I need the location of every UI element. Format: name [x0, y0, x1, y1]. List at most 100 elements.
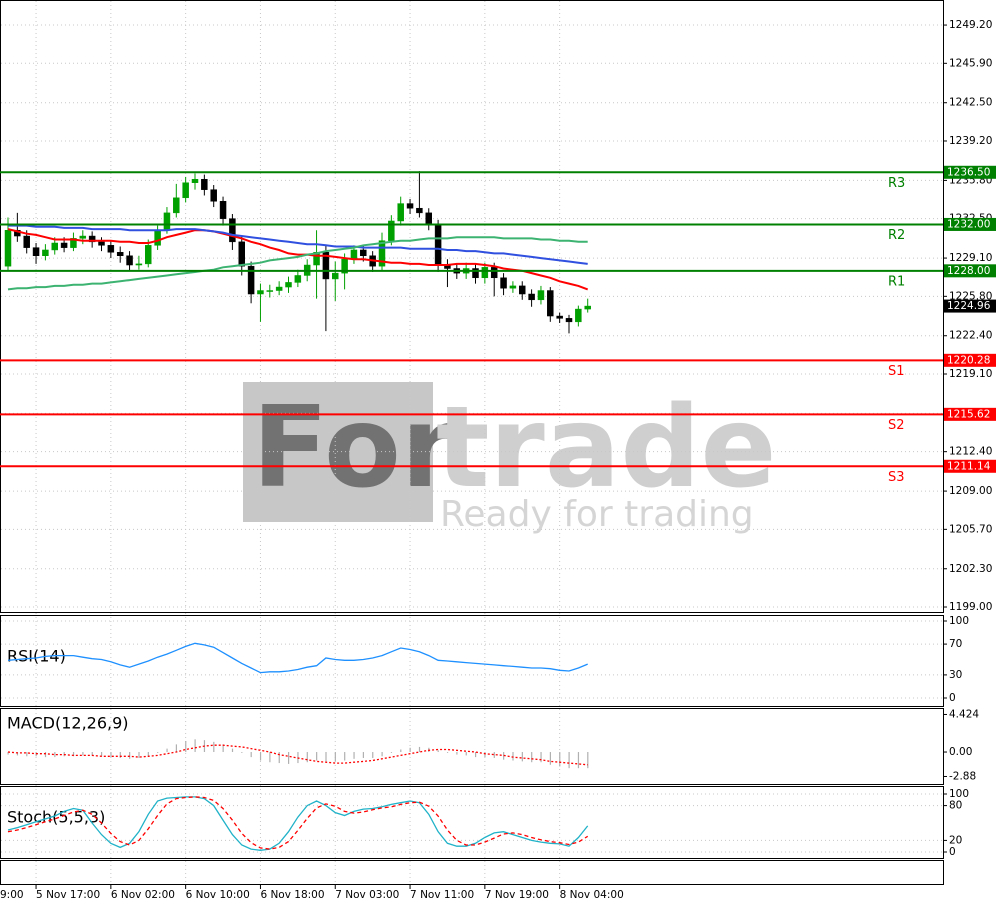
- histogram-bar: [147, 752, 149, 757]
- x-tick-label: 8 Nov 04:00: [560, 889, 624, 901]
- level-tag: [944, 165, 996, 179]
- panel-title: MACD(12,26,9): [7, 714, 129, 733]
- y-tick-label: 1205.70: [949, 523, 992, 535]
- empty-panel-frame: [0, 860, 944, 885]
- y-tick-label: 80: [949, 800, 962, 812]
- y-tick-label: 0: [949, 692, 956, 704]
- x-tick-label: 6 Nov 02:00: [111, 889, 175, 901]
- candle-body: [79, 235, 87, 239]
- x-tick-label: 7 Nov 11:00: [410, 889, 474, 901]
- candle-body: [565, 318, 573, 323]
- y-tick-label: 1245.90: [949, 57, 992, 69]
- y-tick-label: 1219.10: [949, 368, 992, 380]
- candle-body: [219, 201, 227, 219]
- histogram-bar: [101, 752, 103, 757]
- histogram-bar: [175, 744, 177, 753]
- histogram-bar: [353, 752, 355, 759]
- candle-body: [107, 245, 115, 253]
- y-tick-label: 1199.00: [949, 601, 992, 613]
- candle-body: [481, 267, 489, 279]
- macd-panel-frame: [0, 708, 944, 785]
- histogram-bar: [129, 752, 131, 759]
- histogram-bar: [82, 752, 84, 756]
- histogram-bar: [222, 744, 224, 753]
- candle-body: [547, 290, 554, 317]
- candle-body: [378, 240, 386, 267]
- y-tick-label: 1229.10: [949, 252, 992, 264]
- y-tick-label: 100: [949, 788, 969, 800]
- candle-body: [182, 182, 189, 199]
- candle-body: [23, 235, 30, 248]
- level-value-label: 1236.50: [947, 166, 990, 178]
- histogram-bar: [213, 741, 215, 753]
- level-value-label: 1232.00: [947, 218, 990, 230]
- histogram-bar: [409, 747, 411, 753]
- histogram-bar: [44, 752, 47, 758]
- candle-body: [257, 290, 264, 295]
- candle-body: [341, 258, 348, 274]
- y-tick-label: -2.88: [949, 770, 976, 782]
- histogram-bar: [157, 752, 159, 753]
- x-tick-label: 6 Nov 10:00: [186, 889, 250, 901]
- x-tick-label: 5 Nov 17:00: [36, 889, 100, 901]
- level-tag: [944, 217, 996, 231]
- y-tick-label: 20: [949, 834, 962, 846]
- y-tick-label: 1225.80: [949, 290, 992, 302]
- main-panel-frame: [0, 0, 944, 613]
- x-tick-label: 7 Nov 03:00: [335, 889, 399, 901]
- histogram-bar: [568, 752, 570, 769]
- histogram-bar: [484, 752, 486, 758]
- histogram-bar: [72, 752, 75, 757]
- panel-title: Stoch(5,5,3): [7, 808, 105, 827]
- histogram-bar: [278, 752, 280, 764]
- level-tag: [944, 407, 996, 421]
- histogram-bar: [344, 752, 346, 761]
- candle-body: [238, 241, 245, 267]
- candle-body: [116, 252, 124, 257]
- level-value-label: 1211.14: [947, 460, 991, 472]
- histogram-bar: [110, 752, 112, 758]
- histogram-bar: [194, 739, 196, 753]
- histogram-bar: [531, 752, 533, 763]
- candle-body: [472, 268, 479, 279]
- candle-body: [350, 249, 358, 260]
- indicator-line: [7, 796, 589, 850]
- histogram-bar: [288, 752, 290, 764]
- candle-body: [556, 315, 563, 319]
- y-tick-label: 30: [949, 669, 962, 681]
- level-tag: [944, 353, 996, 367]
- candle-body: [275, 286, 283, 291]
- candle-body: [98, 241, 105, 246]
- histogram-bar: [381, 752, 383, 757]
- histogram-bar: [418, 746, 421, 753]
- indicator-line: [7, 642, 588, 674]
- candle-body: [42, 249, 49, 257]
- candle-body: [201, 178, 208, 190]
- histogram-bar: [446, 752, 449, 753]
- y-tick-label: 0: [949, 846, 956, 858]
- level-name: S1: [888, 364, 905, 379]
- level-value-label: 1220.28: [947, 354, 990, 366]
- x-tick-label-partial: 9:00: [0, 889, 24, 901]
- histogram-bar: [138, 752, 140, 758]
- histogram-bar: [241, 752, 243, 753]
- moving-average: [7, 236, 588, 291]
- candle-body: [154, 229, 161, 246]
- histogram-bar: [549, 752, 551, 765]
- level-value-label: 1215.62: [947, 408, 990, 420]
- candle-body: [490, 267, 498, 279]
- candle-body: [285, 282, 292, 288]
- last-price-label: 1224.96: [947, 300, 991, 312]
- watermark-brand-box: For: [252, 383, 456, 513]
- candle-body: [388, 220, 395, 241]
- watermark-brand: trade: [436, 383, 776, 513]
- histogram-bar: [54, 752, 56, 758]
- candle-body: [145, 245, 152, 265]
- candle-body: [210, 189, 217, 202]
- candle-body: [509, 285, 517, 289]
- candle-body: [60, 242, 68, 248]
- last-price-tag: [944, 299, 996, 313]
- y-tick-label: 0.00: [949, 746, 972, 758]
